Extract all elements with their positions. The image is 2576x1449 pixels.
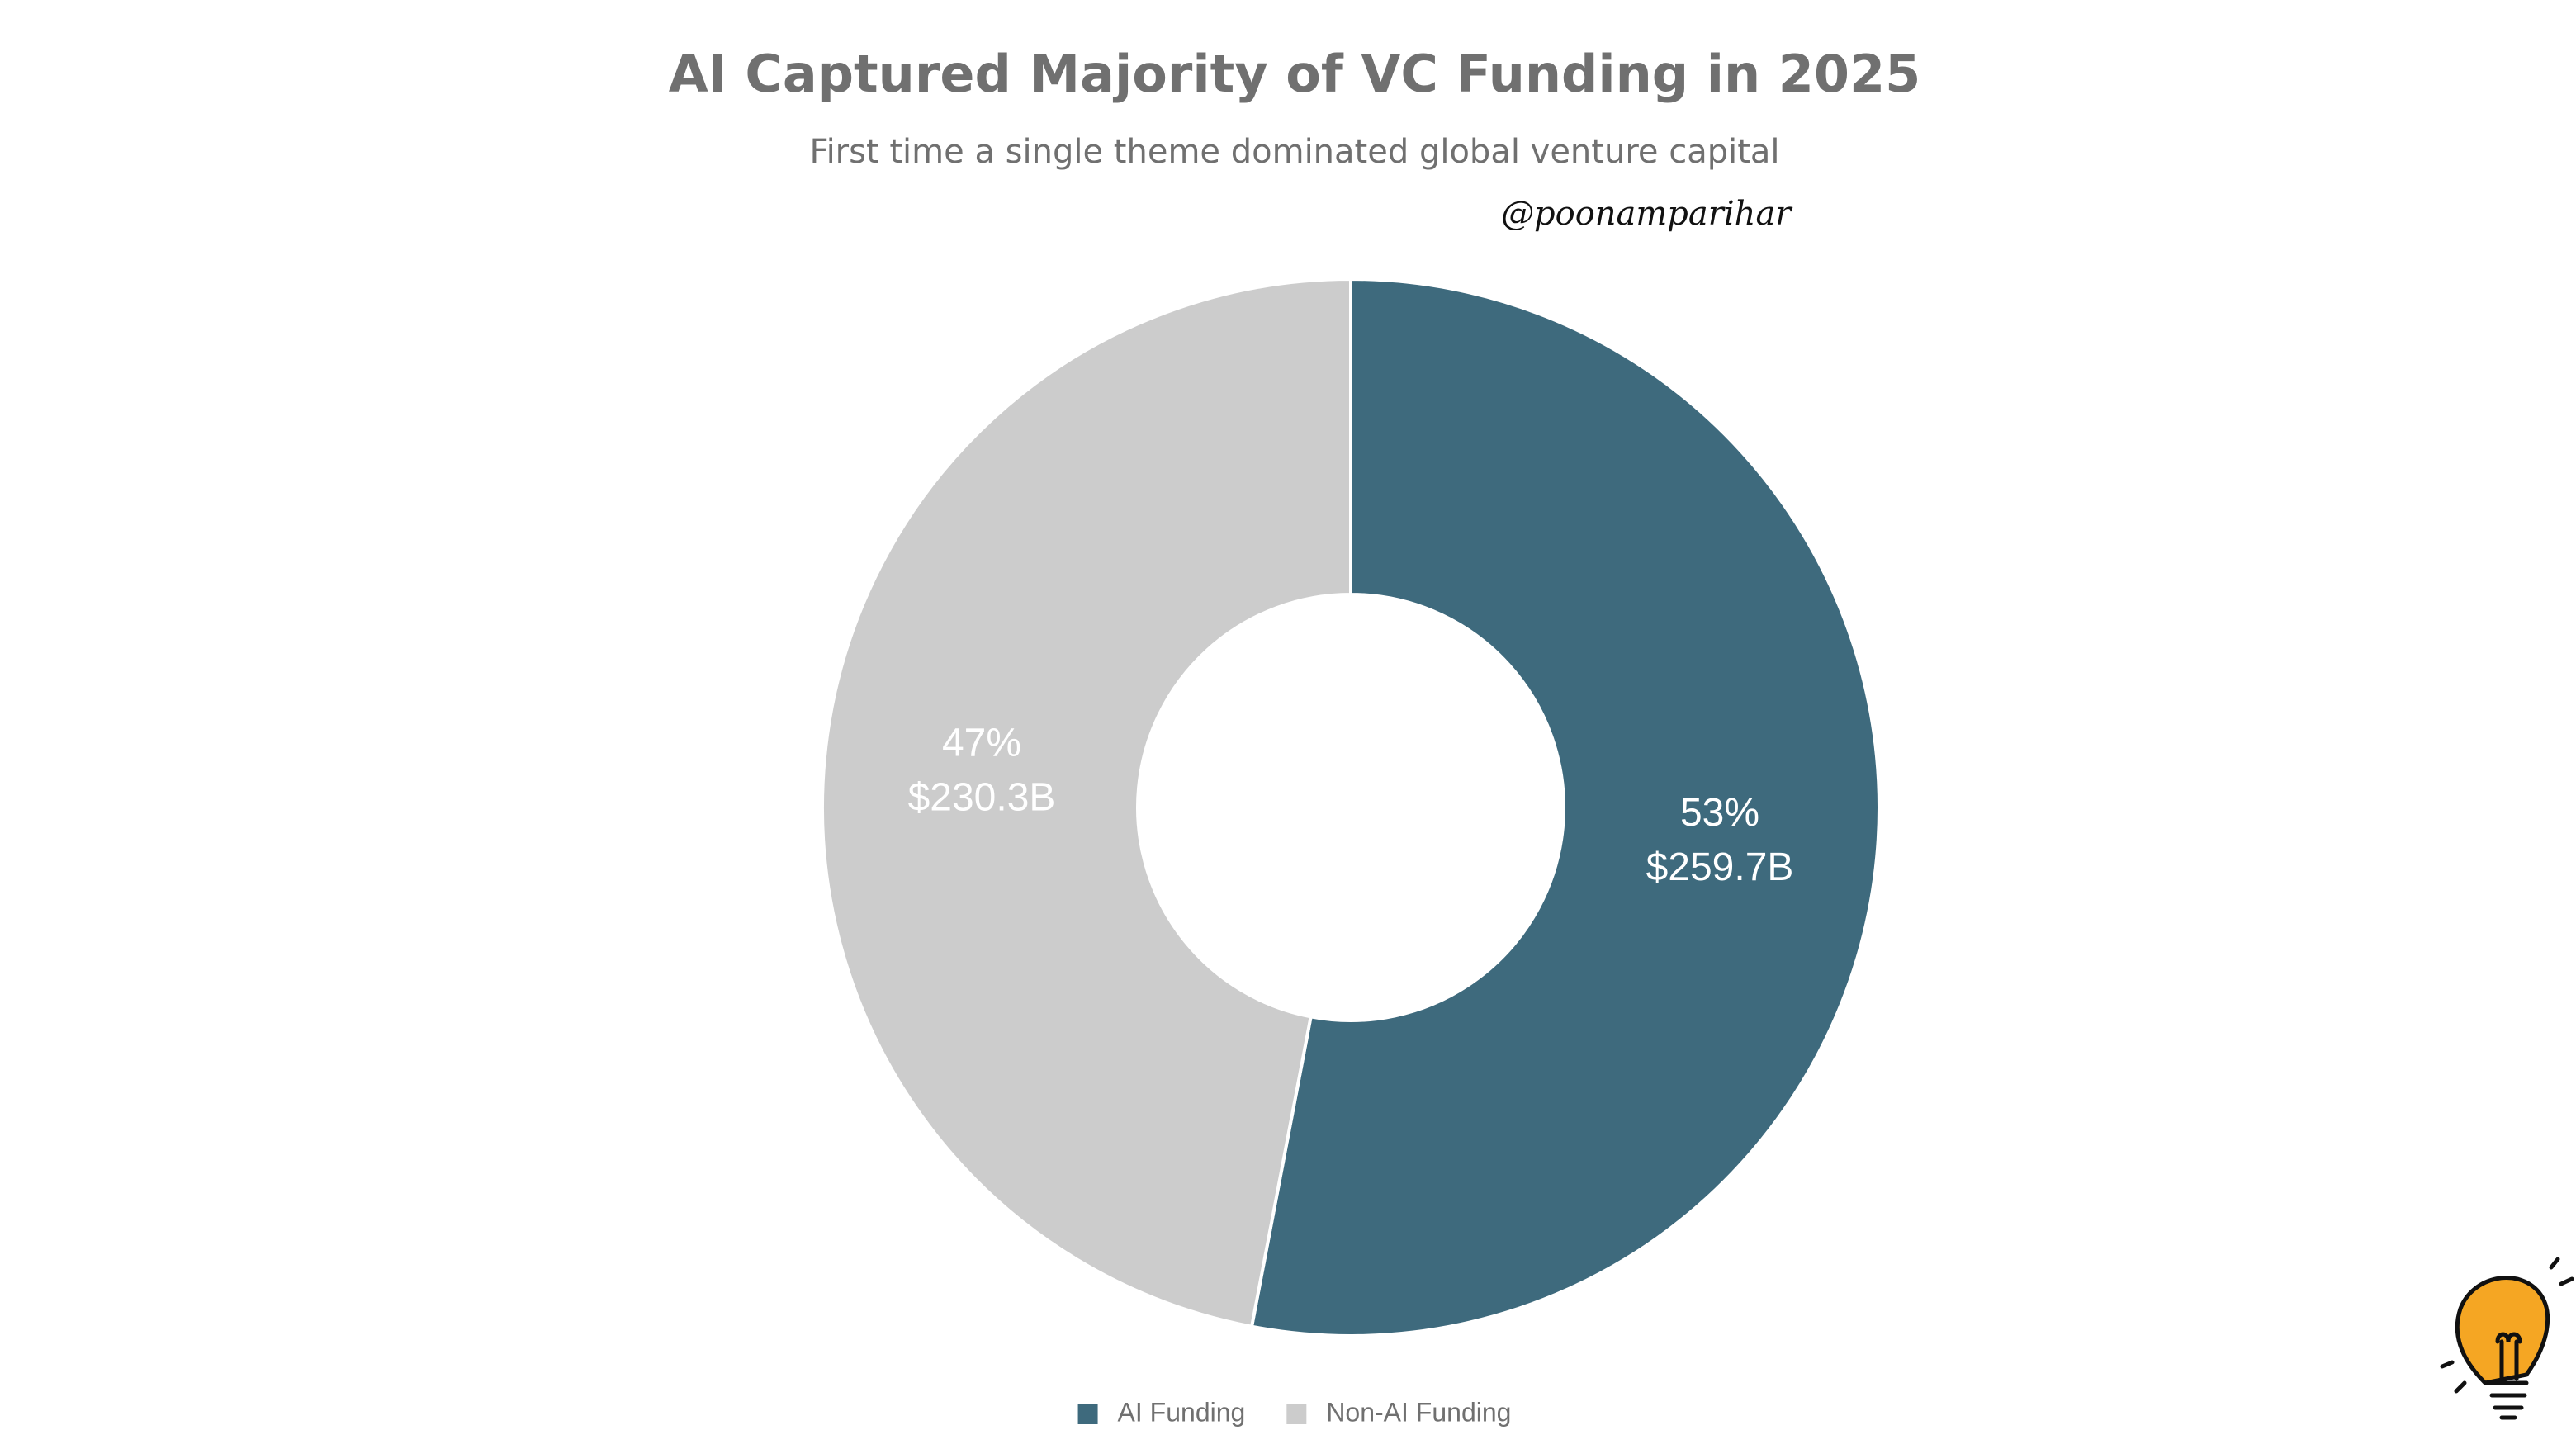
legend-swatch: [1077, 1404, 1098, 1424]
legend-label: Non-AI Funding: [1326, 1397, 1511, 1427]
watermark: @poonamparihar: [1501, 195, 1793, 233]
percentage-label: 53%: [1680, 791, 1759, 835]
legend-label: AI Funding: [1118, 1397, 1246, 1427]
chart-subtitle: First time a single theme dominated glob…: [809, 133, 1779, 171]
value-label: $230.3B: [908, 775, 1056, 819]
chart-title: AI Captured Majority of VC Funding in 20…: [669, 44, 1921, 104]
percentage-label: 47%: [942, 721, 1021, 765]
legend-swatch: [1286, 1404, 1307, 1424]
value-label: $259.7B: [1646, 845, 1794, 889]
donut-slice: [821, 277, 1352, 1329]
donut-slice: [1249, 277, 1882, 1338]
lightbulb-icon: [2440, 1257, 2574, 1420]
